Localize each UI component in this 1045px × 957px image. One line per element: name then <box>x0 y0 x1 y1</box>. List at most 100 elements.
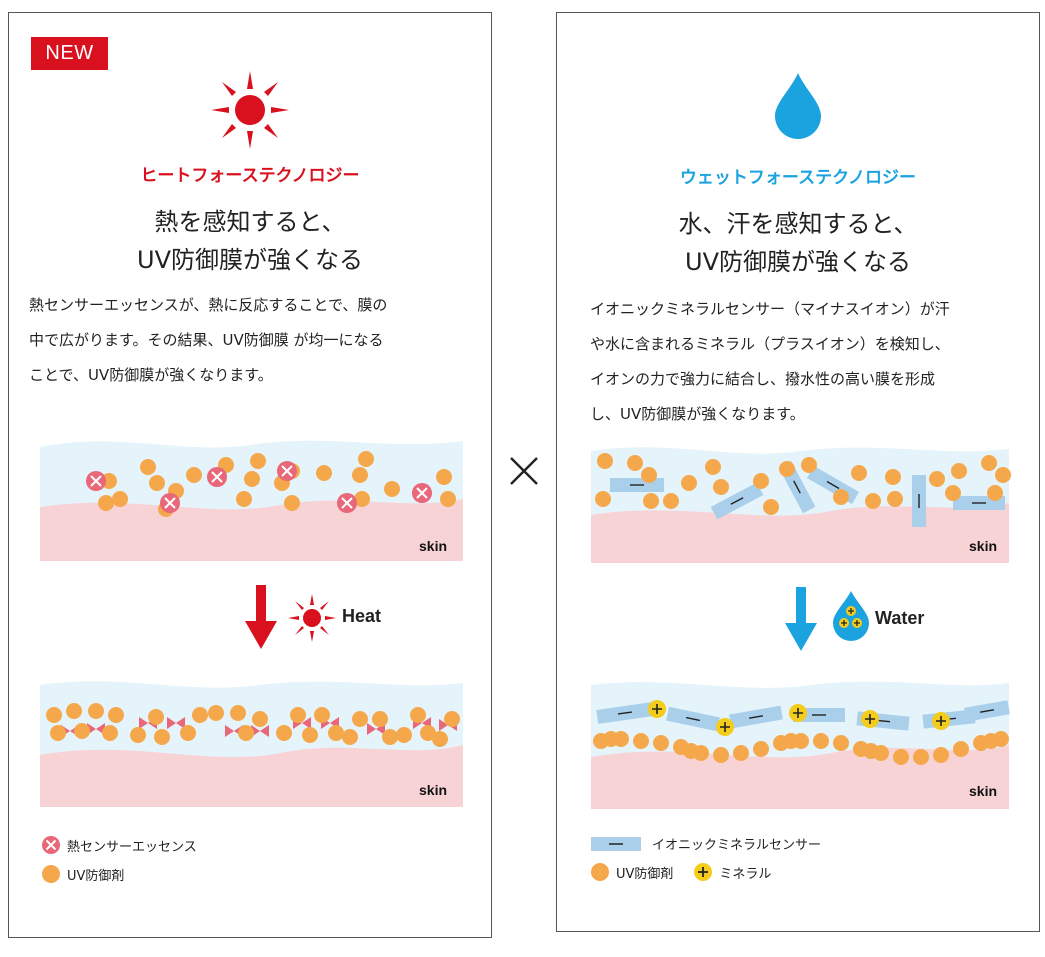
sun-icon <box>211 71 289 149</box>
heat-sensor-marker <box>207 467 227 487</box>
heat-headline: 熱を感知すると、 UV防御膜が強くなる <box>9 203 491 279</box>
uv-agent-dot <box>633 733 649 749</box>
uv-agent-dot <box>929 471 945 487</box>
legend-item: UV防御剤 ミネラル <box>590 862 771 882</box>
uv-agent-dot <box>627 455 643 471</box>
skin-layer <box>40 499 463 561</box>
times-symbol: × <box>510 457 538 485</box>
ionic-sensor-bar <box>610 478 664 492</box>
uv-agent-dot <box>108 707 124 723</box>
uv-agent-dots <box>46 703 460 747</box>
uv-agent-dot <box>705 459 721 475</box>
uv-agent-dot <box>328 725 344 741</box>
body-line: イオニックミネラルセンサー（マイナスイオン）が汗 <box>590 300 950 318</box>
heat-sensor-marker <box>412 483 432 503</box>
uv-agent-dot <box>192 707 208 723</box>
uv-agent-dot <box>440 491 456 507</box>
ionic-sensor-bar <box>964 700 1010 722</box>
heat-sensor-essence-markers <box>86 461 432 513</box>
yellow-plus-circle-icon <box>694 863 713 881</box>
uv-agent-dot <box>352 467 368 483</box>
sensor-essence-bow <box>87 723 105 735</box>
legend-item: イオニックミネラルセンサー <box>590 834 821 853</box>
uv-agent-dot <box>410 707 426 723</box>
heat-sensor-marker <box>160 493 180 513</box>
uv-agent-dot <box>641 467 657 483</box>
uv-agent-dot <box>230 705 246 721</box>
uv-agent-dot <box>436 469 452 485</box>
uv-agent-dot <box>276 725 292 741</box>
uv-agent-dot <box>945 485 961 501</box>
uv-agent-dot <box>783 733 799 749</box>
uv-agent-dot <box>597 453 613 469</box>
water-drop-icon <box>775 73 821 139</box>
heat-force-panel: NEW ヒートフォーステクノロジー 熱を感知すると、 UV防御膜が強くなる 熱セ… <box>8 12 492 938</box>
wet-headline: 水、汗を感知すると、 UV防御膜が強くなる <box>557 205 1039 281</box>
uv-agent-dot <box>833 735 849 751</box>
uv-agent-dot <box>713 479 729 495</box>
headline-line-1: 水、汗を感知すると、 <box>678 210 918 238</box>
mineral-plus-icons <box>839 606 862 628</box>
uv-agent-dot <box>432 731 448 747</box>
uv-agent-dot <box>713 747 729 763</box>
uv-agent-dots <box>595 453 1011 515</box>
wet-diagram-after <box>591 681 1010 809</box>
uv-agent-dot <box>50 725 66 741</box>
uv-agent-dot <box>887 491 903 507</box>
blue-minus-bar-icon <box>591 836 641 851</box>
uv-agent-dot <box>833 489 849 505</box>
uv-agent-dot <box>396 727 412 743</box>
wet-tech-title: ウェットフォーステクノロジー <box>679 168 917 188</box>
uv-agent-dot <box>130 727 146 743</box>
uv-agent-dot <box>302 727 318 743</box>
heat-tech-title: ヒートフォーステクノロジー <box>140 166 360 186</box>
uv-agent-dot <box>683 743 699 759</box>
water-label: Water <box>875 608 925 628</box>
body-line: ことで、UV防御膜が強くなります。 <box>29 366 273 384</box>
uv-agent-dot <box>995 467 1011 483</box>
down-arrow-icon <box>245 585 277 649</box>
ionic-sensor-bar <box>596 702 654 724</box>
uv-agent-dot <box>372 711 388 727</box>
uv-agent-dot <box>154 729 170 745</box>
ionic-sensor-bar <box>666 706 720 732</box>
ionic-sensor-bar <box>710 482 764 520</box>
uv-agent-dot <box>238 725 254 741</box>
uv-agent-dot <box>753 741 769 757</box>
uv-agent-dot <box>981 455 997 471</box>
uv-agent-dot <box>951 463 967 479</box>
sensor-essence-bow <box>167 717 185 729</box>
uv-agent-dot <box>779 461 795 477</box>
uv-agent-dot <box>801 457 817 473</box>
uv-agent-dot <box>180 725 196 741</box>
legend-label: ミネラル <box>719 866 772 882</box>
uv-agent-dot <box>112 491 128 507</box>
body-line: し、UV防御膜が強くなります。 <box>590 405 805 423</box>
uv-agent-dot <box>74 723 90 739</box>
headline-line-2: UV防御膜が強くなる <box>137 246 363 274</box>
uv-agent-dot <box>88 703 104 719</box>
heat-diagram-before <box>40 440 463 561</box>
uv-agent-dot <box>753 473 769 489</box>
skin-label: skin <box>969 783 998 799</box>
heat-sensor-marker <box>86 471 106 491</box>
ionic-sensor-bar <box>729 705 783 729</box>
heat-label: Heat <box>342 606 382 626</box>
new-badge: NEW <box>31 37 108 70</box>
wet-body-text: イオニックミネラルセンサー（マイナスイオン）が汗 や水に含まれるミネラル（プラス… <box>590 292 950 432</box>
wet-diagram-before <box>591 447 1011 563</box>
down-arrow-icon <box>785 587 817 651</box>
bonded-sensor-chain <box>596 700 1010 736</box>
uv-agent-dot <box>893 749 909 765</box>
uv-agent-dot <box>352 711 368 727</box>
uv-agent-dot <box>252 711 268 727</box>
uv-agent-dot <box>314 707 330 723</box>
uv-agent-dots <box>593 731 1009 765</box>
uv-agent-dot <box>813 733 829 749</box>
heat-diagram-after <box>40 681 463 807</box>
sensor-essence-bow <box>251 725 269 737</box>
skin-label: skin <box>419 538 448 554</box>
body-line: 中で広がります。その結果、UV防御膜 が均一になる <box>29 331 384 349</box>
uv-agent-dot <box>913 749 929 765</box>
uv-agent-dot <box>382 729 398 745</box>
